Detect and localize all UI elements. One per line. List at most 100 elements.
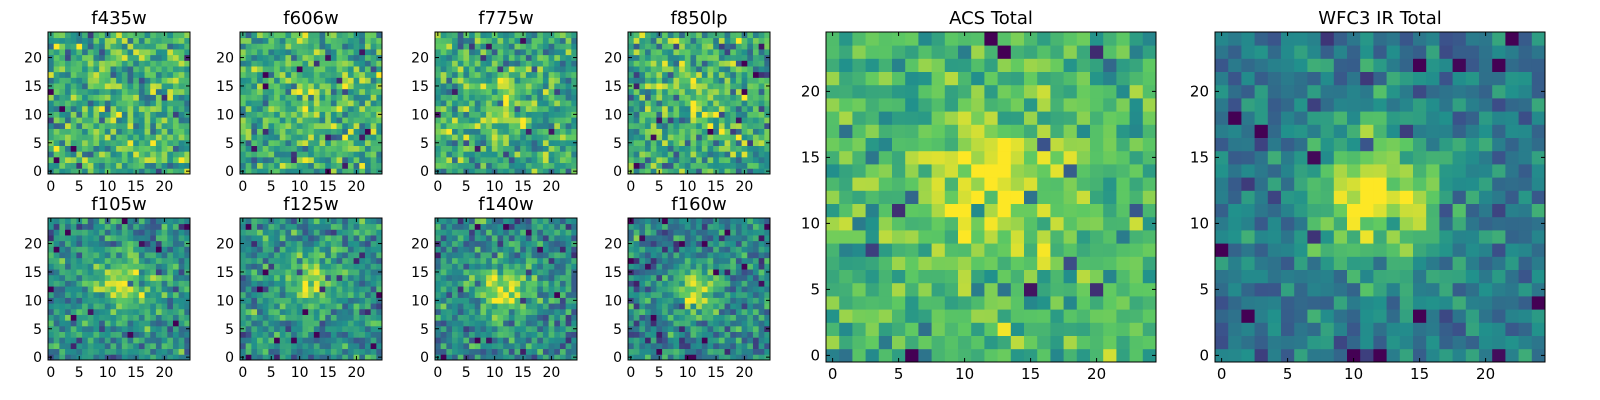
heatmap-cell [571, 246, 578, 253]
heatmap-cell [718, 331, 725, 338]
heatmap-cell [440, 66, 447, 73]
heatmap-cell [645, 128, 652, 135]
heatmap-cell [150, 105, 157, 112]
heatmap-cell [650, 156, 657, 164]
heatmap-cell [161, 246, 168, 253]
heatmap-cell [87, 252, 94, 259]
heatmap-cell [82, 139, 89, 146]
heatmap-cell [548, 71, 555, 78]
heatmap-cell [279, 308, 286, 315]
heatmap-cell [735, 145, 742, 152]
heatmap-cell [548, 122, 555, 129]
heatmap-cell [474, 286, 481, 293]
heatmap-cell [667, 325, 674, 332]
heatmap-cell [690, 32, 697, 39]
heatmap-cell [251, 269, 258, 276]
heatmap-cell [93, 111, 100, 118]
heatmap-cell [155, 240, 162, 247]
heatmap-cell [144, 168, 151, 175]
heatmap-cell [684, 100, 691, 107]
heatmap-cell [559, 280, 567, 287]
heatmap-cell [285, 240, 292, 247]
heatmap-cell [291, 100, 298, 107]
y-tick-label: 0 [225, 350, 234, 366]
heatmap-cell [325, 77, 332, 84]
heatmap-cell [741, 128, 748, 135]
heatmap-cell [679, 88, 686, 95]
heatmap-cell [274, 235, 281, 242]
heatmap-cell [741, 337, 748, 344]
heatmap-cell [70, 83, 77, 90]
heatmap-cell [520, 269, 527, 276]
heatmap-cell [127, 354, 134, 361]
heatmap-cell [93, 274, 100, 281]
heatmap-cell [93, 303, 100, 310]
heatmap-cell [245, 246, 252, 253]
heatmap-cell [257, 77, 264, 84]
heatmap-cell [667, 314, 674, 321]
heatmap-cell [628, 280, 635, 287]
heatmap-cell [656, 71, 663, 78]
heatmap-cell [133, 60, 140, 67]
heatmap-cell [548, 105, 555, 112]
heatmap-cell [76, 286, 83, 293]
heatmap-cell [308, 145, 315, 152]
heatmap-cell [302, 66, 309, 73]
heatmap-cell [446, 60, 453, 67]
heatmap-cell [82, 303, 89, 310]
heatmap-cell [696, 77, 703, 84]
heatmap-cell [446, 32, 453, 39]
heatmap-cell [747, 291, 754, 298]
heatmap-cell [628, 348, 635, 355]
heatmap-cell [684, 37, 691, 44]
heatmap-cell [752, 71, 760, 78]
heatmap-cell [667, 49, 674, 56]
heatmap-cell [127, 308, 134, 315]
heatmap-cell [554, 280, 561, 287]
heatmap-cell [144, 111, 151, 118]
x-tick-label: 5 [267, 179, 276, 195]
heatmap-cell [701, 337, 708, 344]
heatmap-cell [542, 320, 549, 327]
heatmap-cell [542, 325, 549, 332]
heatmap-cell [53, 32, 60, 39]
heatmap-cell [296, 128, 303, 135]
heatmap-cell [319, 280, 326, 287]
heatmap-cell [554, 83, 561, 90]
heatmap-cell [633, 32, 640, 39]
heatmap-cell [559, 54, 567, 61]
heatmap-cell [480, 291, 487, 298]
heatmap-cell [503, 246, 510, 253]
heatmap-cell [59, 88, 66, 95]
heatmap-cell [70, 88, 77, 95]
heatmap-cell [184, 291, 191, 298]
heatmap-cell [469, 54, 476, 61]
heatmap-cell [486, 37, 493, 44]
heatmap-cell [514, 134, 521, 141]
heatmap-cell [662, 43, 669, 50]
heatmap-cell [274, 320, 281, 327]
heatmap-cell [656, 54, 663, 61]
heatmap-cell [565, 54, 572, 61]
heatmap-cell [554, 49, 561, 56]
heatmap-cell [167, 252, 174, 259]
heatmap-cell [370, 128, 377, 135]
heatmap-cell [679, 134, 686, 141]
heatmap-cell [667, 77, 674, 84]
x-tick-label: 0 [238, 179, 247, 195]
heatmap-cell [707, 151, 714, 158]
heatmap-cell [116, 223, 123, 230]
heatmap-cell [508, 71, 515, 78]
heatmap-cell [110, 257, 117, 264]
heatmap-cell [735, 297, 742, 304]
heatmap-cell [497, 117, 504, 124]
heatmap-cell [245, 286, 252, 293]
heatmap-cell [474, 280, 481, 287]
heatmap-cell [503, 105, 510, 112]
heatmap-cell [497, 88, 504, 95]
heatmap-cell [701, 60, 708, 67]
heatmap-cell [133, 257, 140, 264]
heatmap-cell [274, 325, 281, 332]
heatmap-cell [59, 269, 66, 276]
heatmap-cell [463, 139, 470, 146]
